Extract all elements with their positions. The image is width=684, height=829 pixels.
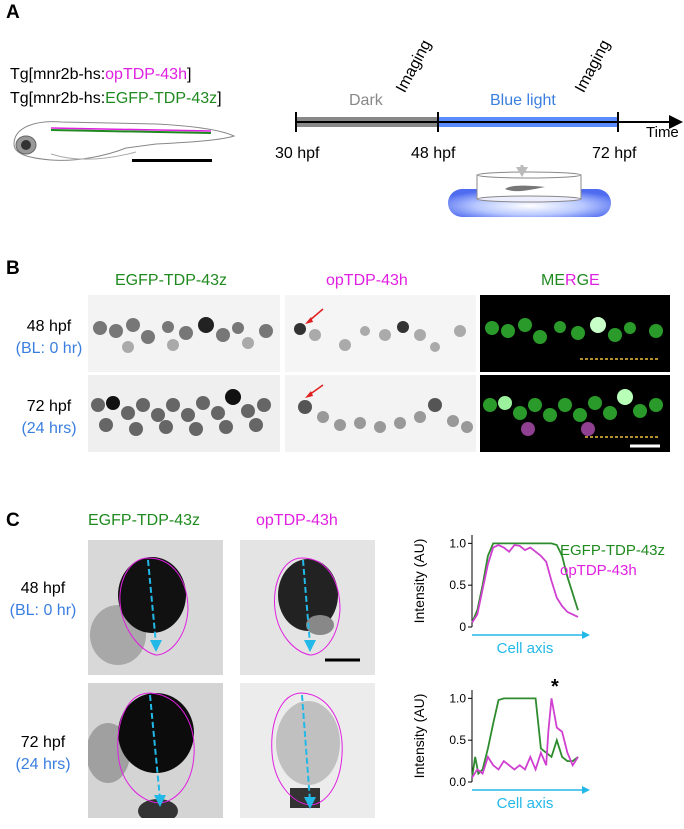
y-tick-label: 0.0 (449, 775, 466, 789)
merge-g: G (576, 272, 590, 289)
genotype1-gene: opTDP-43h (105, 66, 187, 83)
x-axis-arrowhead (582, 786, 590, 794)
micrograph-c-egfp-48 (88, 540, 223, 675)
micrograph-b-merge-72 (480, 375, 670, 452)
time-axis-label: Time (646, 124, 679, 141)
genotype2-gene: EGFP-TDP-43z (105, 90, 218, 107)
y-axis-label: Intensity (AU) (411, 694, 427, 779)
genotype2-prefix: Tg[mnr2b-hs: (10, 90, 106, 107)
blue-light-dish-illustration (448, 165, 611, 217)
panel-c-row1-bl: (BL: 0 hr) (9, 602, 77, 619)
panel-c-col2-header: opTDP-43h (256, 512, 338, 529)
series-line-optdp (471, 698, 579, 779)
micrograph-b-optdp-72 (285, 375, 476, 452)
panel-c-row2-bl: (24 hrs) (15, 756, 71, 773)
peak-star: * (551, 676, 559, 698)
panel-c-row2-time: 72 hpf (20, 734, 66, 751)
panel-b-col2-header: opTDP-43h (326, 272, 408, 289)
genotype2-suffix: ] (217, 90, 222, 107)
tick-30hpf: 30 hpf (275, 145, 320, 162)
panel-b-col1-header: EGFP-TDP-43z (115, 272, 228, 289)
imaging-label-1: Imaging (393, 37, 435, 96)
y-tick-label: 1.0 (449, 536, 466, 550)
chart-c-72hpf: 0.0 0.5 1.0 Intensity (AU) Cell axis (410, 680, 590, 815)
x-axis-label: Cell axis (497, 640, 554, 657)
imaging-label-2: Imaging (572, 37, 614, 96)
chart-legend-egfp: EGFP-TDP-43z (560, 542, 666, 559)
panel-b-row2-time: 72 hpf (26, 398, 72, 415)
x-axis-label: Cell axis (497, 795, 554, 812)
y-axis-label: Intensity (AU) (411, 539, 427, 624)
micrograph-c-optdp-72 (240, 683, 375, 818)
tick-48hpf: 48 hpf (411, 145, 456, 162)
tick-72hpf: 72 hpf (592, 145, 637, 162)
y-tick-label: 0 (459, 620, 466, 634)
chart-legend-optdp: opTDP-43h (560, 562, 637, 579)
dark-label: Dark (349, 92, 383, 109)
x-axis-arrowhead (582, 631, 590, 639)
micrograph-b-optdp-48 (285, 295, 476, 372)
merge-m: M (541, 272, 555, 289)
micrograph-c-egfp-72 (88, 683, 223, 818)
panel-b-label: B (6, 258, 20, 279)
series-line-egfp (471, 697, 579, 778)
panel-b-row1-time: 48 hpf (26, 318, 72, 335)
genotype-line-1: Tg[mnr2b-hs:opTDP-43h] (10, 66, 191, 84)
series-line-optdp (471, 544, 579, 624)
y-tick-label: 1.0 (449, 691, 466, 705)
micrograph-b-merge-48 (480, 295, 670, 372)
blue-light-label: Blue light (490, 92, 556, 109)
micrograph-b-egfp-48 (88, 295, 280, 372)
micrograph-c-optdp-48 (240, 540, 375, 675)
panel-c-col1-header: EGFP-TDP-43z (88, 512, 201, 529)
merge-e2: E (589, 272, 600, 289)
chart-c-48hpf: 0 0.5 1.0 Intensity (AU) Cell axis (410, 525, 590, 660)
panel-b-row2-bl: (24 hrs) (21, 420, 77, 437)
scale-bar-a (132, 159, 212, 162)
genotype1-prefix: Tg[mnr2b-hs: (10, 66, 106, 83)
merge-e: E (554, 272, 565, 289)
panel-b-row1-bl: (BL: 0 hr) (15, 340, 83, 357)
merge-r: R (565, 272, 577, 289)
series-line-egfp (471, 542, 579, 624)
panel-c-row1-time: 48 hpf (20, 580, 66, 597)
timeline-diagram (295, 112, 683, 132)
panel-c-label: C (6, 510, 20, 531)
micrograph-b-egfp-72 (88, 375, 280, 452)
y-tick-label: 0.5 (449, 733, 466, 747)
genotype-line-2: Tg[mnr2b-hs:EGFP-TDP-43z] (10, 90, 222, 108)
y-tick-label: 0.5 (449, 578, 466, 592)
zebrafish-larva-illustration (13, 121, 236, 161)
genotype1-suffix: ] (186, 66, 192, 83)
panel-b-merge-header: MERGE (541, 272, 600, 290)
panel-a-label: A (6, 2, 20, 23)
